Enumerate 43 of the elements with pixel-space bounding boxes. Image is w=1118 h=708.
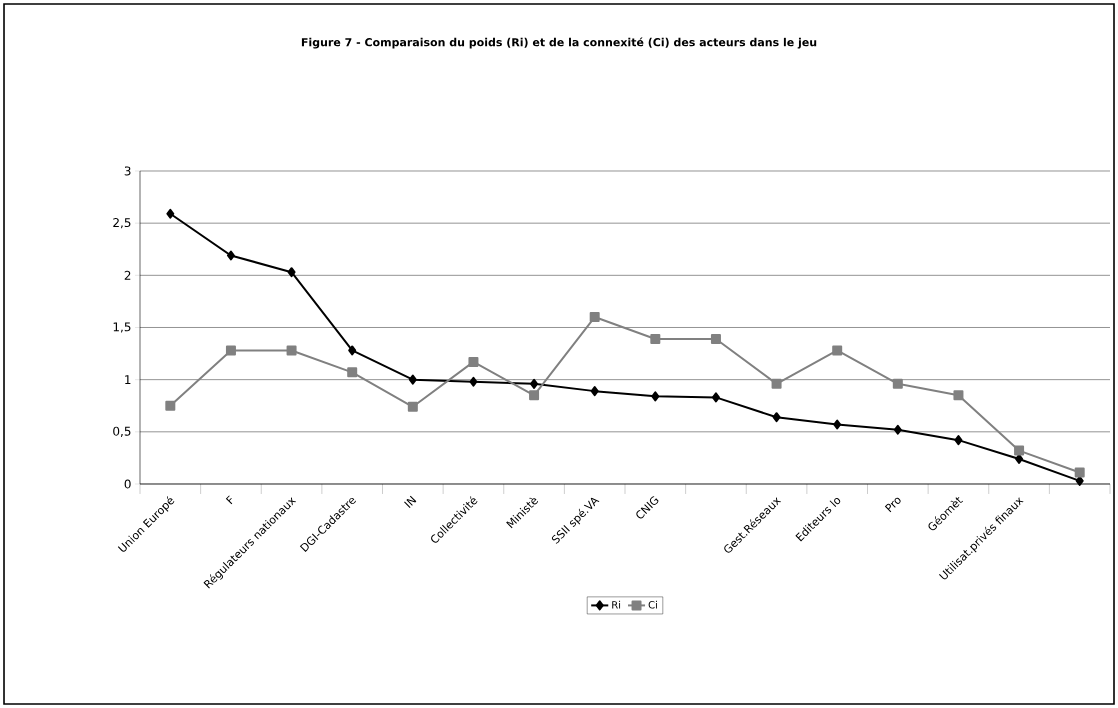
legend-label: Ri: [612, 600, 621, 609]
point: [1014, 445, 1025, 456]
point: [347, 367, 358, 378]
x-tick-label: F: [225, 495, 233, 505]
point: [954, 435, 963, 446]
y-tick-label: 0: [124, 479, 131, 489]
point: [408, 374, 417, 385]
point: [468, 356, 479, 367]
point: [469, 376, 478, 387]
point: [590, 386, 599, 397]
point: [287, 267, 296, 278]
point: [165, 400, 176, 411]
point: [832, 345, 843, 356]
y-tick-label: 1: [125, 375, 131, 385]
point: [833, 419, 842, 430]
point: [893, 424, 902, 435]
point: [710, 333, 721, 344]
point: [529, 390, 540, 401]
y-tick-label: 1,5: [113, 322, 131, 333]
point: [225, 345, 236, 356]
x-tick-label: IN: [404, 495, 417, 508]
point: [286, 345, 297, 356]
point: [530, 378, 539, 389]
y-tick-label: 2,5: [113, 218, 131, 229]
point: [226, 250, 235, 261]
point: [166, 208, 175, 219]
legend-label: Ci: [648, 600, 657, 609]
point: [589, 312, 600, 323]
y-tick-label: 0,5: [113, 426, 131, 437]
y-tick-label: 3: [124, 166, 131, 176]
point: [711, 392, 720, 403]
point: [892, 378, 903, 389]
point: [348, 345, 357, 356]
point: [772, 412, 781, 423]
point: [651, 391, 660, 402]
point: [1074, 467, 1085, 478]
point: [650, 333, 661, 344]
y-tick-label: 2: [124, 270, 131, 280]
point: [407, 401, 418, 412]
point: [953, 390, 964, 401]
x-tick-label: Pro: [884, 497, 901, 513]
point: [771, 378, 782, 389]
chart-title: Figure 7 - Comparaison du poids (Ri) et de la connexité (Ci) des acteurs dans le jeu: [301, 37, 817, 49]
